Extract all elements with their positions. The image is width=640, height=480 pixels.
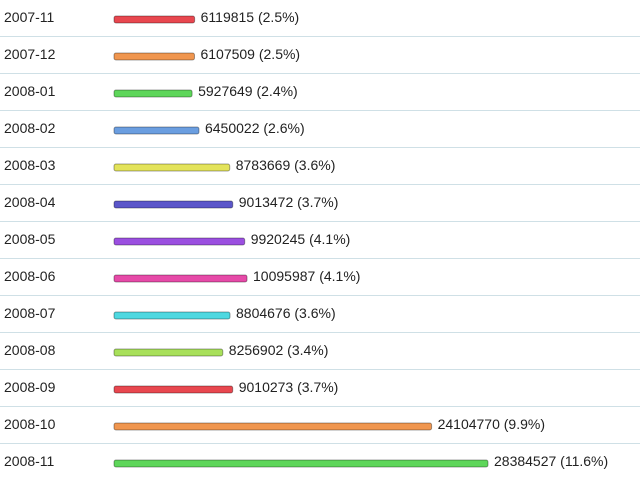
month-label: 2007-11 [4, 9, 55, 25]
month-label: 2008-03 [4, 157, 56, 173]
value-label: 8804676 (3.6%) [236, 305, 336, 321]
month-label: 2008-08 [4, 342, 56, 358]
value-label: 9013472 (3.7%) [239, 194, 339, 210]
value-label: 9920245 (4.1%) [251, 231, 351, 247]
bar [113, 385, 234, 394]
month-label: 2008-05 [4, 231, 56, 247]
bar [113, 274, 248, 283]
bar [113, 348, 224, 357]
value-label: 9010273 (3.7%) [239, 379, 339, 395]
value-label: 10095987 (4.1%) [253, 268, 360, 284]
value-label: 5927649 (2.4%) [198, 83, 298, 99]
value-label: 28384527 (11.6%) [494, 453, 608, 469]
bar [113, 163, 231, 172]
bar [113, 459, 489, 468]
month-label: 2007-12 [4, 46, 56, 62]
month-label: 2008-09 [4, 379, 56, 395]
bar [113, 89, 193, 98]
month-label: 2008-06 [4, 268, 56, 284]
bar [113, 237, 246, 246]
month-label: 2008-07 [4, 305, 56, 321]
bar [113, 200, 234, 209]
value-label: 6450022 (2.6%) [205, 120, 305, 136]
bar [113, 422, 433, 431]
value-label: 6119815 (2.5%) [201, 9, 300, 25]
bar [113, 126, 200, 135]
value-label: 8783669 (3.6%) [236, 157, 336, 173]
value-label: 6107509 (2.5%) [200, 46, 300, 62]
month-label: 2008-11 [4, 453, 55, 469]
month-label: 2008-10 [4, 416, 56, 432]
value-label: 24104770 (9.9%) [438, 416, 545, 432]
bar [113, 15, 196, 24]
month-label: 2008-01 [4, 83, 56, 99]
bar [113, 52, 195, 61]
month-label: 2008-02 [4, 120, 56, 136]
value-label: 8256902 (3.4%) [229, 342, 329, 358]
bar [113, 311, 231, 320]
month-label: 2008-04 [4, 194, 56, 210]
